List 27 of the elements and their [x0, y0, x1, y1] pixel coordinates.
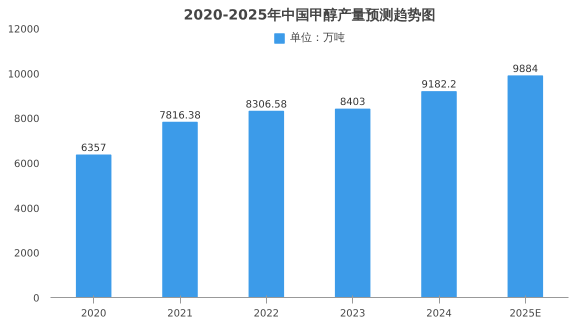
bar	[334, 108, 370, 298]
y-tick-label: 2000	[14, 248, 40, 260]
data-label: 9182.2	[422, 80, 457, 91]
bar	[508, 75, 544, 298]
y-tick-label: 10000	[8, 69, 40, 80]
y-tick-label: 8000	[14, 114, 40, 126]
x-tick-label: 2025E	[509, 308, 542, 320]
x-tick-label: 2020	[80, 308, 106, 320]
x-tick-label: 2021	[167, 308, 193, 320]
x-tick-label: 2024	[426, 308, 452, 320]
bar	[421, 91, 457, 298]
data-label: 8306.58	[246, 99, 288, 110]
x-tick-label: 2023	[340, 308, 366, 320]
y-tick-label: 6000	[14, 159, 40, 170]
bar	[162, 122, 198, 298]
y-tick-label: 0	[33, 294, 40, 304]
data-label: 6357	[80, 142, 106, 154]
legend-label: 单位：万吨	[290, 30, 345, 45]
y-tick-label: 12000	[8, 24, 40, 36]
bar	[248, 110, 284, 298]
chart-title: 2020-2025年中国甲醇产量预测趋势图	[184, 6, 436, 24]
x-tick-label: 2022	[254, 308, 280, 320]
bar	[76, 154, 112, 298]
data-label: 9884	[512, 64, 538, 75]
data-label: 7816.38	[159, 110, 201, 122]
y-tick-label: 4000	[14, 204, 40, 215]
data-label: 8403	[340, 97, 366, 108]
